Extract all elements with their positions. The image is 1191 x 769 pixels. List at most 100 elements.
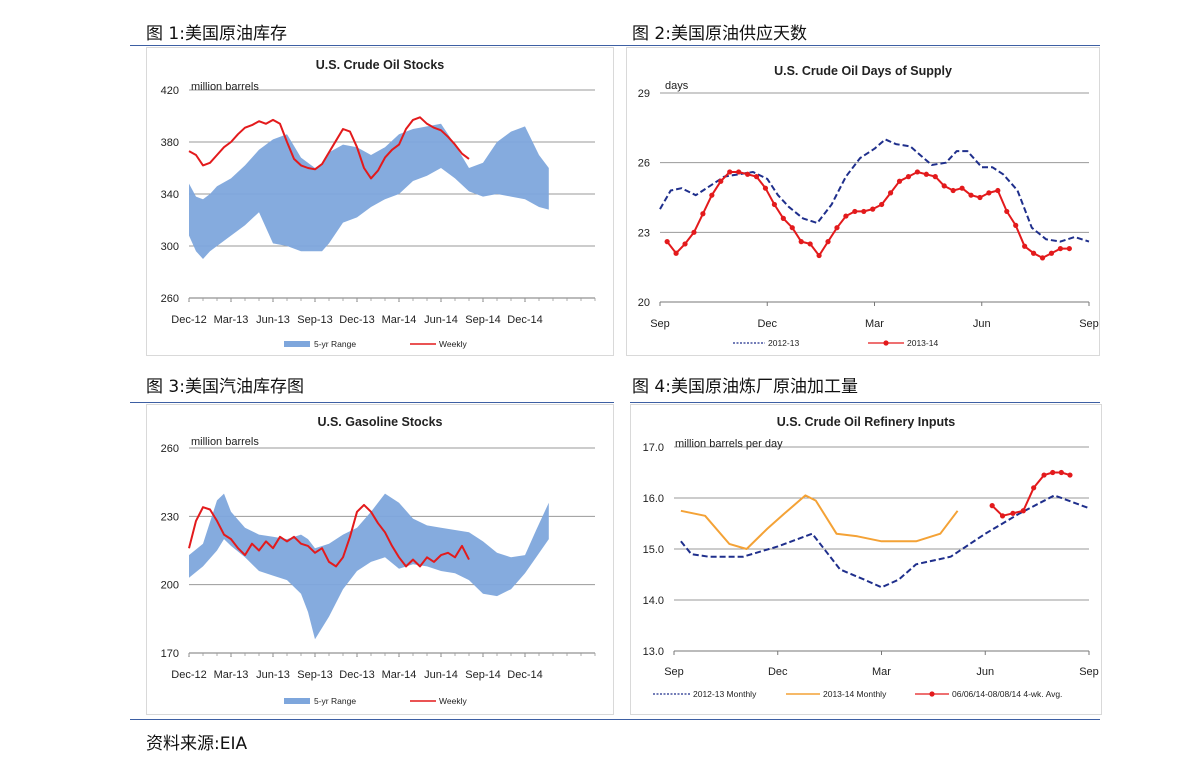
x-tick-label: Jun <box>973 318 991 330</box>
data-point <box>1058 469 1064 476</box>
figure-3-caption: 图 3:美国汽油库存图 <box>146 377 304 397</box>
figure-2-caption: 图 2:美国原油供应天数 <box>632 24 807 44</box>
y-tick-label: 23 <box>638 227 650 239</box>
data-point <box>986 190 992 196</box>
gasoline-stocks-panel: U.S. Gasoline Stocks 170 200 230 260 million … <box>146 404 614 715</box>
y-tick-label: 260 <box>161 443 179 455</box>
data-point <box>932 174 938 180</box>
data-point <box>682 241 688 247</box>
data-point <box>691 229 697 235</box>
bottom-rule <box>130 719 1100 720</box>
data-point <box>727 169 733 175</box>
y-axis-label: million barrels <box>191 436 259 448</box>
legend-label-weekly: Weekly <box>439 696 467 706</box>
legend-swatch-range <box>284 341 310 347</box>
y-tick-label: 420 <box>161 85 179 97</box>
series-line-2012-13 <box>659 138 1090 243</box>
legend-label-range: 5-yr Range <box>314 696 356 706</box>
x-tick-label: Mar-13 <box>214 314 249 326</box>
series-line-2013-14 <box>666 171 1070 259</box>
data-point <box>753 174 760 180</box>
data-point <box>914 169 920 175</box>
data-point <box>923 171 929 177</box>
legend-label-2012-13: 2012-13 <box>768 338 799 348</box>
data-point <box>1020 508 1026 514</box>
figure-1-caption: 图 1:美国原油库存 <box>146 24 287 44</box>
x-tick-label: Jun-14 <box>424 669 458 681</box>
five-year-range-band <box>189 123 549 259</box>
x-tick-label: Dec-14 <box>507 314 542 326</box>
data-point <box>843 213 849 219</box>
data-point <box>1048 250 1055 256</box>
y-tick-label: 29 <box>638 88 650 100</box>
gasoline-stocks-chart: U.S. Gasoline Stocks 170 200 230 260 million … <box>161 415 596 706</box>
data-point <box>1041 472 1047 478</box>
data-point <box>664 239 670 245</box>
data-point <box>834 225 840 231</box>
crude-stocks-panel: U.S. Crude Oil Stocks 260 300 340 380 420 mill… <box>146 47 614 356</box>
data-point <box>1067 472 1073 478</box>
data-point <box>762 185 769 191</box>
refinery-inputs-panel: U.S. Crude Oil Refinery Inputs 13.0 14.0 15… <box>630 404 1102 715</box>
days-supply-chart: U.S. Crude Oil Days of Supply 20 23 26 29 day… <box>638 64 1099 348</box>
x-tick-label: Dec-12 <box>171 669 206 681</box>
series-line-2013-14-monthly <box>680 494 959 550</box>
data-point <box>1004 208 1010 215</box>
x-tick-label: Mar-14 <box>382 314 417 326</box>
data-point <box>1057 245 1063 252</box>
data-point <box>1010 510 1016 516</box>
x-tick-label: Sep-13 <box>297 314 332 326</box>
y-tick-label: 16.0 <box>643 493 664 505</box>
x-tick-label: Mar <box>872 666 891 678</box>
legend-label-2013-14: 2013-14 <box>907 338 938 348</box>
y-tick-label: 300 <box>161 241 179 253</box>
data-point <box>905 174 912 180</box>
x-tick-label: Sep <box>664 666 684 678</box>
data-point <box>999 513 1006 519</box>
data-point <box>968 192 974 198</box>
data-point <box>816 252 822 259</box>
data-point <box>959 185 965 191</box>
legend-swatch-range <box>284 698 310 704</box>
x-tick-label: Dec-14 <box>507 669 542 681</box>
x-tick-label: Mar-14 <box>382 669 417 681</box>
x-tick-label: Sep-14 <box>465 314 500 326</box>
data-point <box>780 215 786 221</box>
series-line-weekly <box>188 116 470 180</box>
x-tick-label: Dec-13 <box>339 669 374 681</box>
data-point <box>995 187 1001 194</box>
x-tick-label: Dec <box>768 666 788 678</box>
data-point <box>673 250 679 256</box>
x-tick-label: Jun <box>976 666 994 678</box>
data-point <box>825 239 831 245</box>
x-tick-label: Jun-13 <box>256 669 290 681</box>
chart-title: U.S. Crude Oil Days of Supply <box>774 64 952 78</box>
data-point <box>1022 243 1028 249</box>
x-tick-label: Dec <box>757 318 777 330</box>
y-tick-label: 170 <box>161 648 179 660</box>
data-point <box>744 171 751 177</box>
y-tick-label: 340 <box>161 189 179 201</box>
legend-marker-4wk-avg <box>929 691 935 697</box>
x-tick-label: Sep-13 <box>297 669 332 681</box>
x-tick-label: Mar-13 <box>214 669 249 681</box>
chart-title: U.S. Gasoline Stocks <box>317 415 442 429</box>
five-year-range-band <box>189 493 549 640</box>
y-tick-label: 200 <box>161 580 179 592</box>
x-tick-label: Jun-13 <box>256 314 290 326</box>
chart-title: U.S. Crude Oil Stocks <box>316 58 445 72</box>
legend-label-weekly: Weekly <box>439 339 467 349</box>
data-point <box>798 239 804 245</box>
source-note: 资料来源:EIA <box>146 734 248 754</box>
data-point <box>1066 245 1072 252</box>
y-tick-label: 380 <box>161 137 179 149</box>
middle-rule-right <box>630 402 1100 403</box>
data-point <box>887 190 894 196</box>
x-tick-label: Mar <box>865 318 884 330</box>
y-tick-label: 14.0 <box>643 595 664 607</box>
x-tick-label: Jun-14 <box>424 314 458 326</box>
data-point <box>870 206 876 212</box>
y-tick-label: 13.0 <box>643 646 664 658</box>
top-rule <box>130 45 1100 46</box>
data-point <box>852 208 858 215</box>
